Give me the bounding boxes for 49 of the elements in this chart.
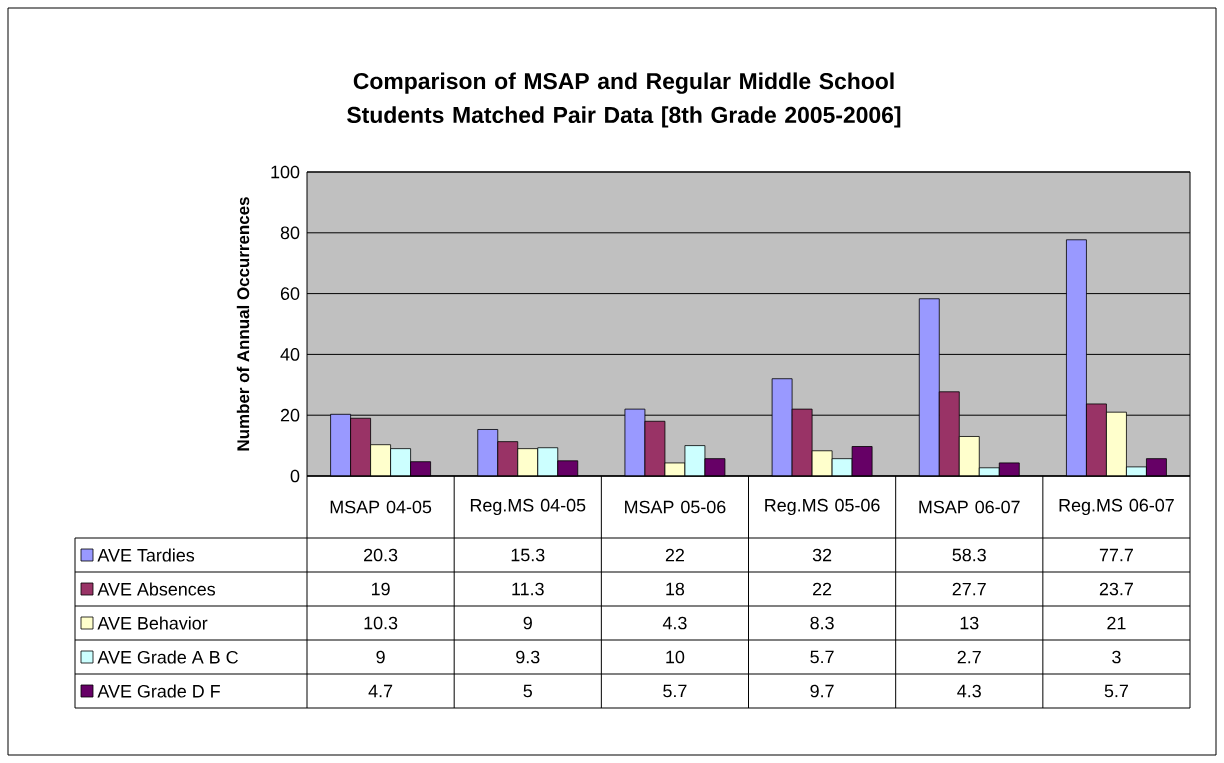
- data-label: 5.7: [663, 684, 687, 698]
- data-label: 11.3: [512, 582, 544, 596]
- y-tick-label: 40: [280, 348, 300, 361]
- legend-label: AVE Behavior: [97, 616, 208, 630]
- data-label: 4.3: [957, 684, 981, 698]
- legend-label: AVE Grade D F: [97, 684, 220, 698]
- x-tick-label: MSAP 05-06: [625, 500, 726, 514]
- y-axis-title: Number of Annual Occurrences: [236, 197, 250, 451]
- data-label: 32: [812, 548, 832, 562]
- data-label: 10: [666, 650, 685, 664]
- data-label: 5.7: [810, 650, 834, 664]
- legend-label: AVE Absences: [97, 582, 216, 596]
- data-label: 20.3: [364, 548, 398, 562]
- data-label: 9: [376, 650, 385, 664]
- data-label: 4.7: [368, 684, 393, 698]
- data-label: 8.3: [810, 616, 834, 630]
- y-tick-label: 60: [280, 287, 300, 300]
- data-label: 15.3: [511, 548, 545, 562]
- data-label: 10.3: [364, 616, 398, 630]
- x-tick-label: MSAP 06-07: [919, 500, 1020, 514]
- legend-label: AVE Tardies: [97, 548, 195, 562]
- x-tick-label: MSAP 04-05: [330, 500, 432, 514]
- data-label: 19: [371, 582, 390, 596]
- y-tick-label: 0: [290, 469, 300, 483]
- data-label: 5: [523, 684, 532, 698]
- data-label: 22: [665, 548, 684, 562]
- legend-label: AVE Grade A B C: [97, 650, 238, 664]
- data-label: 3: [1112, 650, 1121, 664]
- x-tick-label: Reg.MS 04-05: [470, 498, 586, 516]
- x-tick-label: Reg.MS 05-06: [765, 498, 880, 516]
- y-tick-label: 100: [271, 165, 300, 179]
- data-label: 9: [523, 616, 532, 630]
- data-label: 18: [666, 582, 685, 596]
- y-tick-label: 20: [280, 408, 300, 422]
- data-label: 5.7: [1104, 684, 1128, 698]
- y-tick-label: 80: [280, 226, 300, 240]
- data-label: 4.3: [662, 616, 687, 630]
- data-label: 23.7: [1099, 582, 1133, 596]
- data-label: 27.7: [952, 582, 986, 596]
- data-label: 77.7: [1099, 548, 1133, 562]
- data-label: 2.7: [957, 650, 981, 664]
- x-tick-label: Reg.MS 06-07: [1059, 498, 1174, 516]
- data-label: 58.3: [952, 548, 986, 562]
- data-label: 22: [813, 582, 832, 596]
- chart-title: Comparison of MSAP and Regular Middle School Students Matched Pair Data [8th Grade 2005-2006]: [347, 72, 901, 128]
- data-label: 21: [1107, 616, 1126, 630]
- data-label: 9.7: [810, 684, 834, 698]
- data-label: 13: [960, 616, 979, 630]
- data-label: 9.3: [516, 650, 540, 664]
